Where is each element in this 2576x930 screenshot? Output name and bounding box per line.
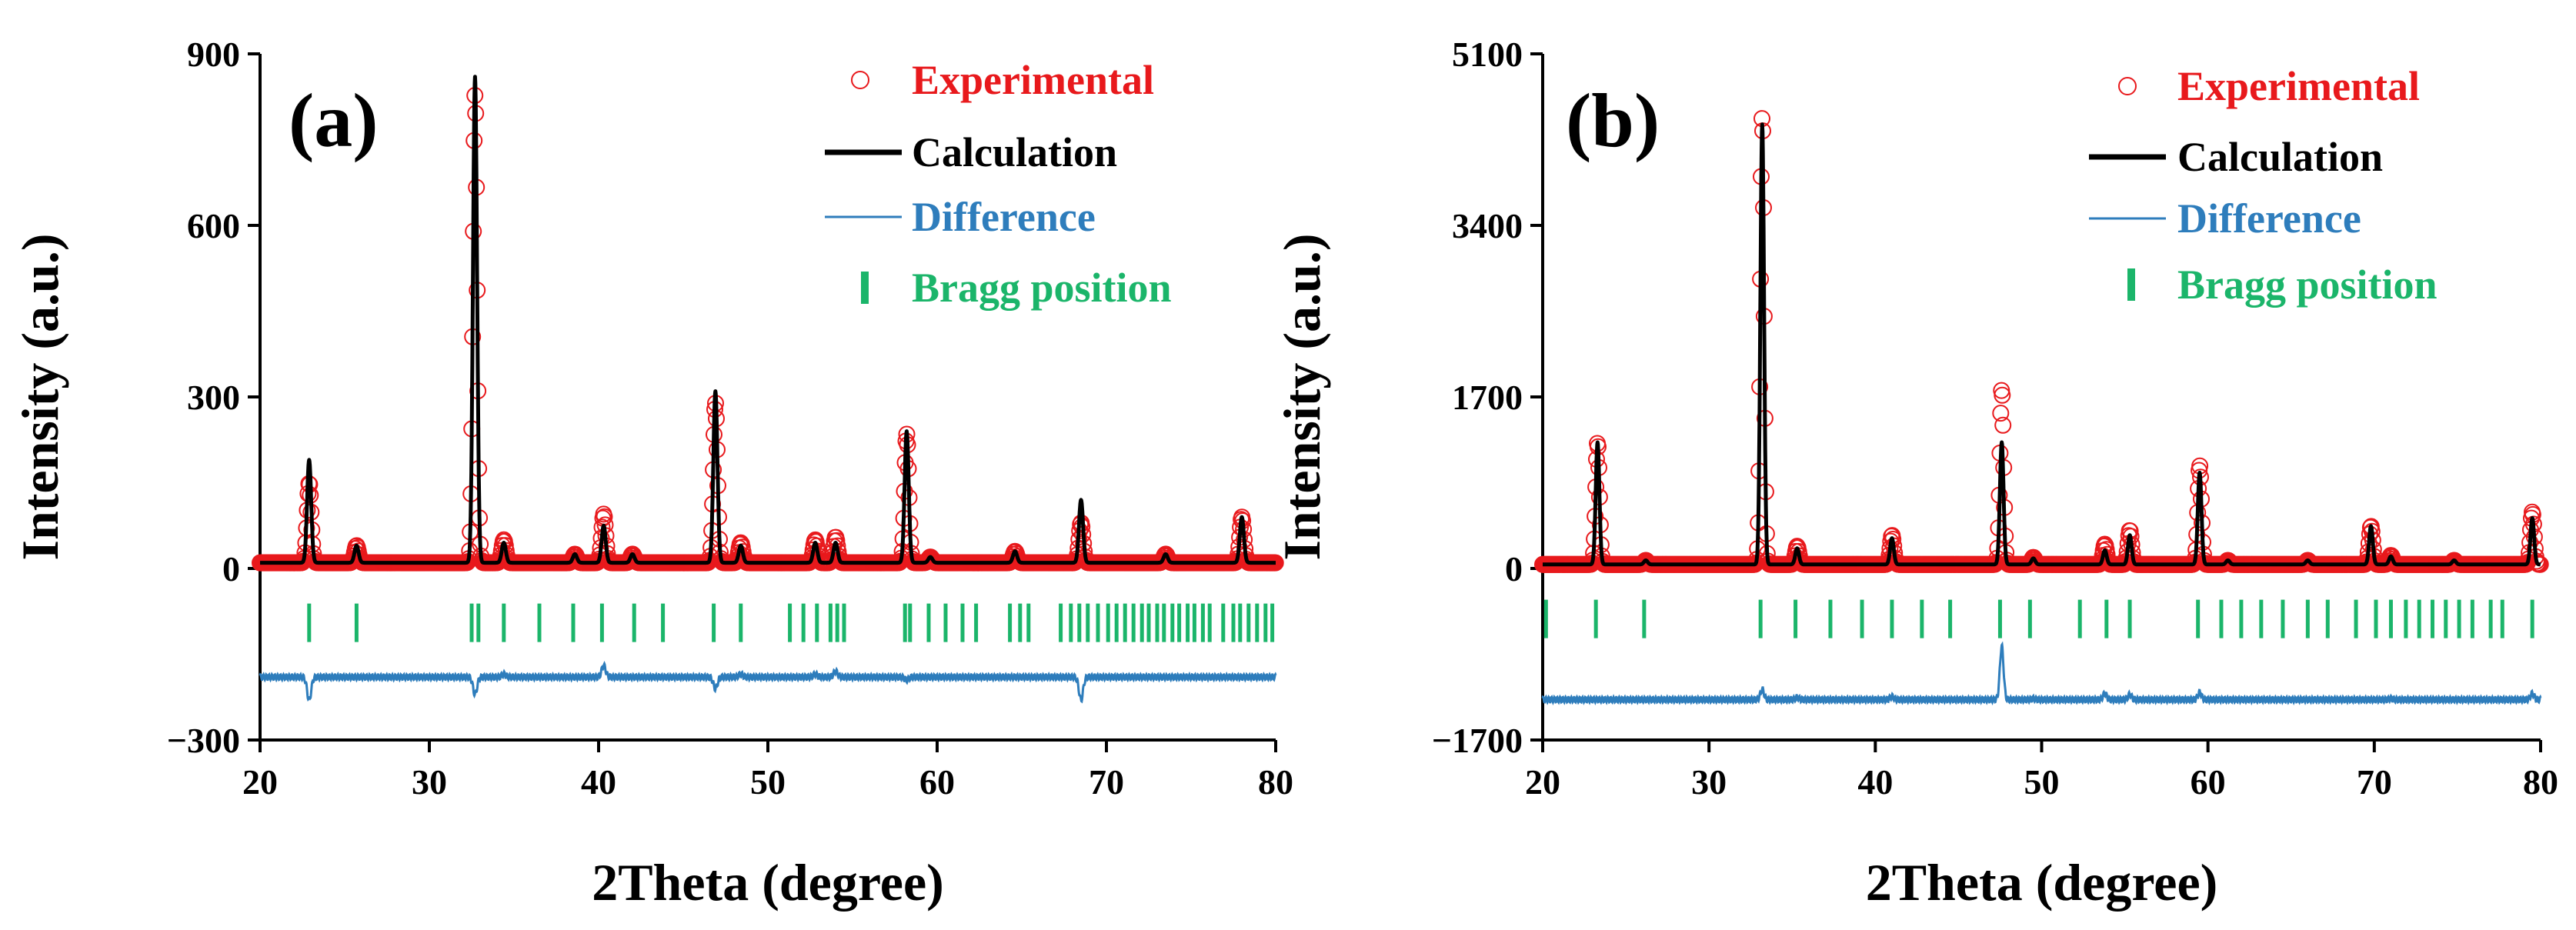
legend-difference-label: Difference <box>912 194 1096 240</box>
y-tick-label: 1700 <box>1452 378 1523 417</box>
y-axis-title: Intensity (a.u.) <box>1273 233 1331 560</box>
experimental-point <box>1994 416 2012 434</box>
legend-experimental-label: Experimental <box>912 57 1154 103</box>
y-tick-label: 5100 <box>1452 35 1523 74</box>
panel-label-a: (a) <box>289 78 379 163</box>
series-calculation <box>258 75 1278 565</box>
y-tick-label: 900 <box>187 35 240 74</box>
x-tick-label: 50 <box>750 762 786 802</box>
panel-a: −300 0 300 600 900 20 30 40 50 60 70 80 2Theta (degr… <box>11 35 1293 912</box>
x-axis-title: 2Theta (degree) <box>592 853 944 912</box>
series-experimental <box>252 87 1284 572</box>
experimental-point <box>1994 386 2011 404</box>
x-tick-label: 30 <box>1691 762 1727 802</box>
x-tick-label: 60 <box>919 762 955 802</box>
x-axis-title: 2Theta (degree) <box>1866 853 2218 912</box>
series-calculation <box>1540 122 2543 567</box>
y-tick-label: −1700 <box>1432 721 1523 760</box>
experimental-point <box>1992 405 2010 422</box>
series-experimental <box>1534 110 2549 573</box>
x-tick-label: 40 <box>1857 762 1893 802</box>
experimental-point <box>2531 555 2549 573</box>
y-tick-label: 300 <box>187 378 240 417</box>
panel-b: −1700 0 1700 3400 5100 20 30 40 50 60 70 80 2Theta (… <box>1273 35 2558 912</box>
x-tick-label: 50 <box>2024 762 2060 802</box>
x-tick-label: 30 <box>412 762 447 802</box>
legend-calculation-label: Calculation <box>2177 134 2383 180</box>
plot-area-a: −300 0 300 600 900 20 30 40 50 60 70 80 2Theta (degr… <box>11 35 1293 912</box>
x-tick-label: 40 <box>581 762 616 802</box>
y-tick-label: 0 <box>1505 549 1523 588</box>
x-tick-label: 80 <box>2523 762 2558 802</box>
legend-experimental-marker <box>2118 77 2137 95</box>
x-tick-label: 70 <box>2357 762 2392 802</box>
x-tick-label: 20 <box>242 762 278 802</box>
y-tick-label: 3400 <box>1452 206 1523 245</box>
x-tick-label: 70 <box>1089 762 1124 802</box>
legend-bragg-label: Bragg position <box>2177 262 2438 308</box>
legend-a: Experimental Calculation Difference Brag… <box>825 57 1172 311</box>
legend-difference-label: Difference <box>2177 195 2361 242</box>
panel-label-b: (b) <box>1566 78 1660 163</box>
x-tick-label: 80 <box>1258 762 1293 802</box>
y-tick-label: −300 <box>167 721 240 760</box>
y-tick-label: 0 <box>222 549 240 588</box>
legend-experimental-marker <box>851 71 869 89</box>
legend-bragg-label: Bragg position <box>912 265 1172 311</box>
y-tick-label: 600 <box>187 206 240 245</box>
x-tick-label: 20 <box>1525 762 1560 802</box>
legend-experimental-label: Experimental <box>2177 63 2420 109</box>
series-difference <box>1541 641 2542 705</box>
x-tick-label: 60 <box>2191 762 2226 802</box>
y-axis-title: Intensity (a.u.) <box>11 233 69 560</box>
series-difference <box>259 660 1277 704</box>
legend-calculation-label: Calculation <box>912 129 1117 175</box>
plot-area-b: −1700 0 1700 3400 5100 20 30 40 50 60 70 80 2Theta (… <box>1273 35 2558 912</box>
legend-b: Experimental Calculation Difference Brag… <box>2089 63 2438 308</box>
